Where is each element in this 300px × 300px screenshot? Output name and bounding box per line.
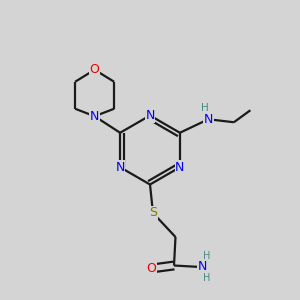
Text: S: S <box>149 206 157 220</box>
Text: N: N <box>145 109 155 122</box>
Text: O: O <box>90 63 100 76</box>
Text: H: H <box>203 250 211 261</box>
Text: N: N <box>198 260 208 274</box>
Text: N: N <box>175 161 184 174</box>
Text: O: O <box>147 262 156 275</box>
Text: N: N <box>116 161 125 174</box>
Text: H: H <box>201 103 209 113</box>
Text: N: N <box>90 110 99 123</box>
Text: N: N <box>204 113 213 126</box>
Text: H: H <box>203 273 211 284</box>
